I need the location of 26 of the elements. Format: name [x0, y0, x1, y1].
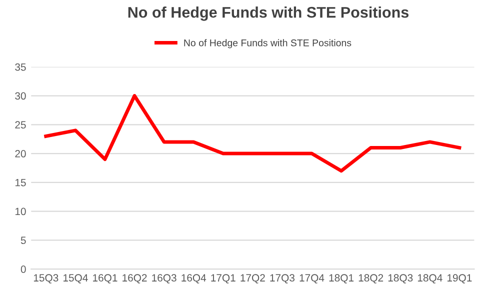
y-tick-label: 35 — [15, 63, 26, 71]
legend-label: No of Hedge Funds with STE Positions — [184, 39, 352, 48]
x-tick-label: 19Q1 — [447, 274, 472, 284]
x-tick-label: 18Q1 — [329, 274, 354, 284]
y-tick-label: 15 — [15, 179, 26, 186]
line-series — [44, 94, 462, 173]
x-tick-label: 17Q3 — [270, 274, 294, 284]
chart-title: No of Hedge Funds with STE Positions — [128, 6, 409, 21]
x-tick-label: 18Q4 — [418, 274, 442, 284]
y-tick-label: 30 — [15, 92, 26, 100]
x-tick-label: 17Q4 — [300, 274, 324, 284]
y-tick-label: 20 — [15, 150, 26, 158]
y-tick-label: 25 — [15, 121, 26, 129]
x-tick-label: 18Q2 — [358, 274, 384, 284]
y-tick-label: 5 — [20, 236, 26, 244]
x-tick-label: 16Q4 — [182, 274, 206, 284]
x-tick-label: 17Q2 — [240, 274, 265, 284]
x-tick-label: 18Q3 — [388, 274, 413, 284]
y-tick-label: 0 — [20, 266, 26, 273]
x-tick-label: 16Q1 — [93, 274, 118, 284]
y-tick-label: 10 — [15, 208, 26, 216]
x-tick-label: 16Q3 — [152, 274, 176, 284]
x-tick-label: 16Q2 — [122, 274, 147, 284]
x-tick-label: 15Q4 — [63, 274, 88, 284]
x-tick-label: 17Q1 — [211, 274, 236, 284]
x-tick-label: 15Q3 — [34, 274, 58, 284]
